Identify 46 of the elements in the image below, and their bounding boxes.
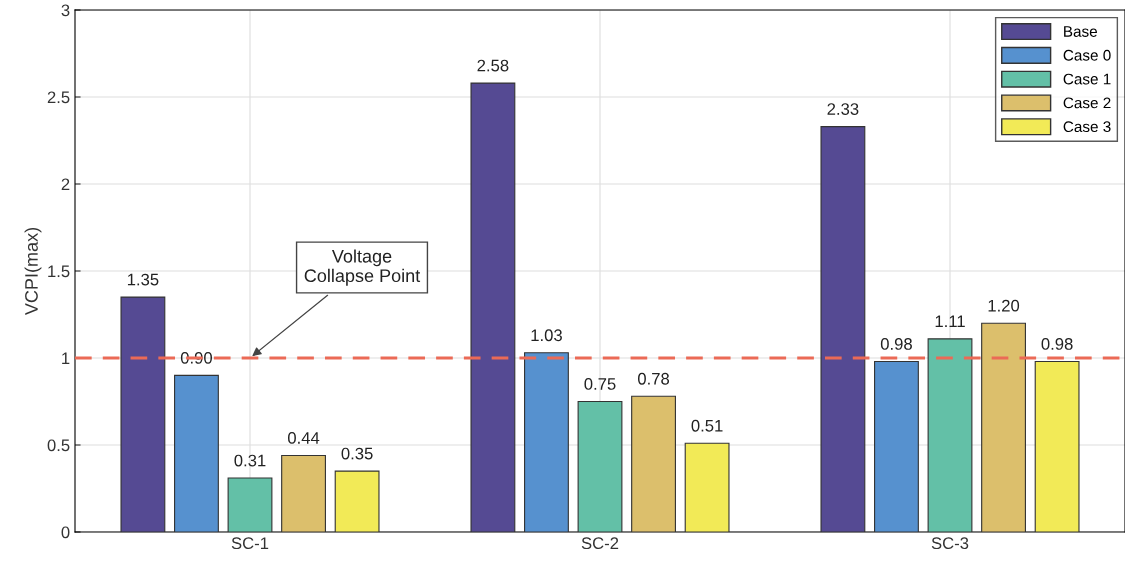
legend-label: Base (1064, 26, 1097, 37)
bar (577, 400, 623, 532)
y-tick-label: 2 (61, 178, 70, 191)
y-tick-label: 0.5 (47, 439, 70, 452)
y-tick-label: 1 (62, 352, 70, 365)
bar (874, 360, 919, 532)
data-label: 1.35 (127, 273, 159, 286)
legend-label: Case 2 (1063, 97, 1111, 109)
x-tick-label: SC-2 (581, 537, 619, 550)
data-label: 0.98 (880, 338, 912, 350)
legend-label: Case 3 (1063, 121, 1111, 133)
bar (470, 82, 516, 532)
bar (227, 477, 273, 532)
bar (981, 322, 1026, 532)
legend-label: Case 0 (1063, 49, 1111, 61)
annotation: Voltage Collapse Point (304, 249, 421, 286)
data-label: 0.75 (584, 378, 616, 390)
data-label: 1.03 (531, 329, 562, 342)
bar (684, 442, 730, 532)
data-label: 1.11 (935, 315, 965, 328)
y-tick-label: 1.5 (48, 265, 70, 278)
data-label: 1.20 (988, 299, 1020, 312)
data-label: 0.98 (1041, 338, 1073, 350)
data-label: 0.31 (234, 454, 266, 467)
y-tick-label: 0 (61, 526, 70, 539)
bar (281, 454, 326, 532)
bar (631, 395, 676, 532)
data-label: 2.58 (477, 59, 509, 72)
bar (524, 352, 569, 532)
y-tick-label: 3 (61, 4, 70, 17)
y-axis-title: VCPI(max) (24, 227, 42, 316)
x-tick-label: SC-1 (231, 537, 269, 550)
bar (120, 296, 166, 532)
bar (334, 470, 380, 532)
bar (927, 338, 973, 532)
bar (1034, 360, 1080, 532)
x-tick-label: SC-3 (931, 537, 969, 550)
legend-label: Case 1 (1063, 73, 1111, 85)
data-label: 2.33 (827, 103, 859, 115)
data-label: 0.51 (691, 419, 723, 432)
bar (174, 374, 219, 532)
bar (820, 126, 866, 532)
data-label: 0.35 (341, 447, 373, 460)
data-label: 0.78 (637, 372, 670, 385)
y-tick-label: 2.5 (47, 91, 70, 104)
data-label: 0.44 (287, 432, 320, 444)
